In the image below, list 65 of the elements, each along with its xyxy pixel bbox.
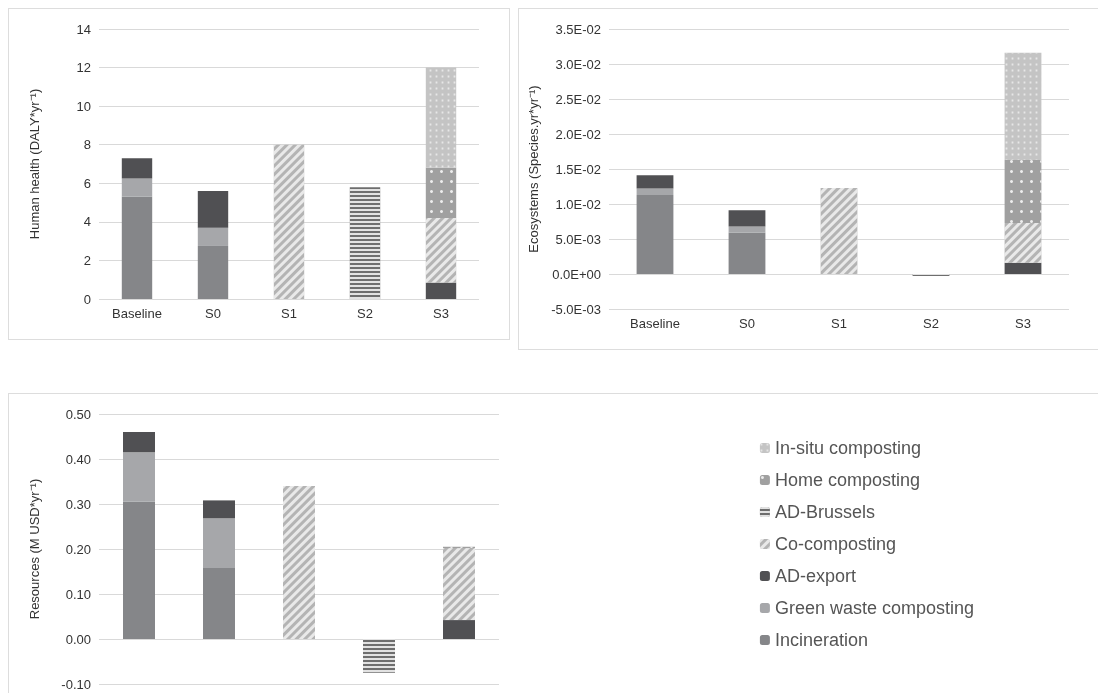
bar [121,196,153,299]
legend-label: AD-export [774,566,856,586]
bar [121,178,153,197]
legend-label: AD-Brussels [774,502,875,522]
bar [123,501,155,639]
y-tick-label: 0.50 [65,406,91,422]
y-tick-label: 3.5E-02 [555,21,601,37]
bar [728,232,766,274]
y-tick-label: 5.0E-03 [555,231,601,247]
x-tick-label: Baseline [112,306,162,321]
bar [636,188,674,195]
x-tick-label: S1 [281,306,297,321]
x-tick-label: Baseline [630,316,680,331]
x-tick-label: S1 [831,316,847,331]
x-tick-label: S0 [739,316,755,331]
y-tick-label: 3.0E-02 [555,56,601,72]
y-tick-label: 2.0E-02 [555,126,601,142]
y-tick-label: 4 [83,214,91,230]
bar [203,518,235,568]
y-tick-label: 0.10 [65,586,91,602]
y-tick-label: -0.10 [61,676,91,692]
y-tick-label: 8 [83,137,91,153]
y-tick-label: 0.00 [65,631,91,647]
bar [197,227,229,246]
y-tick-label: 6 [83,175,91,191]
legend-label: Co-composting [774,534,896,554]
y-tick-label: 0.0E+00 [552,266,601,282]
bar [203,567,235,639]
legend-label: Home composting [774,470,920,490]
x-tick-label: S0 [205,306,221,321]
y-tick-label: 2.5E-02 [555,91,601,107]
x-tick-label: S3 [433,306,449,321]
y-tick-label: 0.20 [65,541,91,557]
bar [636,175,674,189]
bar [121,158,153,179]
y-axis-title: Ecosystems (Species.yr*yr⁻¹) [526,85,542,253]
bar [728,226,766,233]
x-tick-label: S2 [923,316,939,331]
legend-label: Incineration [774,630,868,650]
y-tick-label: 1.0E-02 [555,196,601,212]
bar [636,194,674,274]
bar [203,500,235,519]
bar [443,620,475,639]
bar [728,210,766,227]
bar [197,245,229,299]
bar [197,191,229,228]
y-tick-label: 0.30 [65,496,91,512]
y-tick-label: 0.40 [65,451,91,467]
y-tick-label: 1.5E-02 [555,161,601,177]
y-tick-label: -5.0E-03 [551,301,601,317]
bar [425,282,457,299]
x-tick-label: S2 [357,306,373,321]
bar [123,452,155,502]
y-tick-label: 2 [83,252,91,268]
y-tick-label: 14 [76,21,91,37]
legend-label: In-situ composting [774,438,921,458]
y-tick-label: 0 [83,291,91,307]
bar [1004,262,1042,274]
y-axis-title: Resources (M USD*yr⁻¹) [27,478,42,620]
y-tick-label: 10 [76,98,91,114]
bar [123,432,155,453]
y-axis-title: Human health (DALY*yr⁻¹) [27,88,42,240]
legend-label: Green waste composting [774,598,975,618]
x-tick-label: S3 [1015,316,1031,331]
y-tick-label: 12 [76,60,91,76]
